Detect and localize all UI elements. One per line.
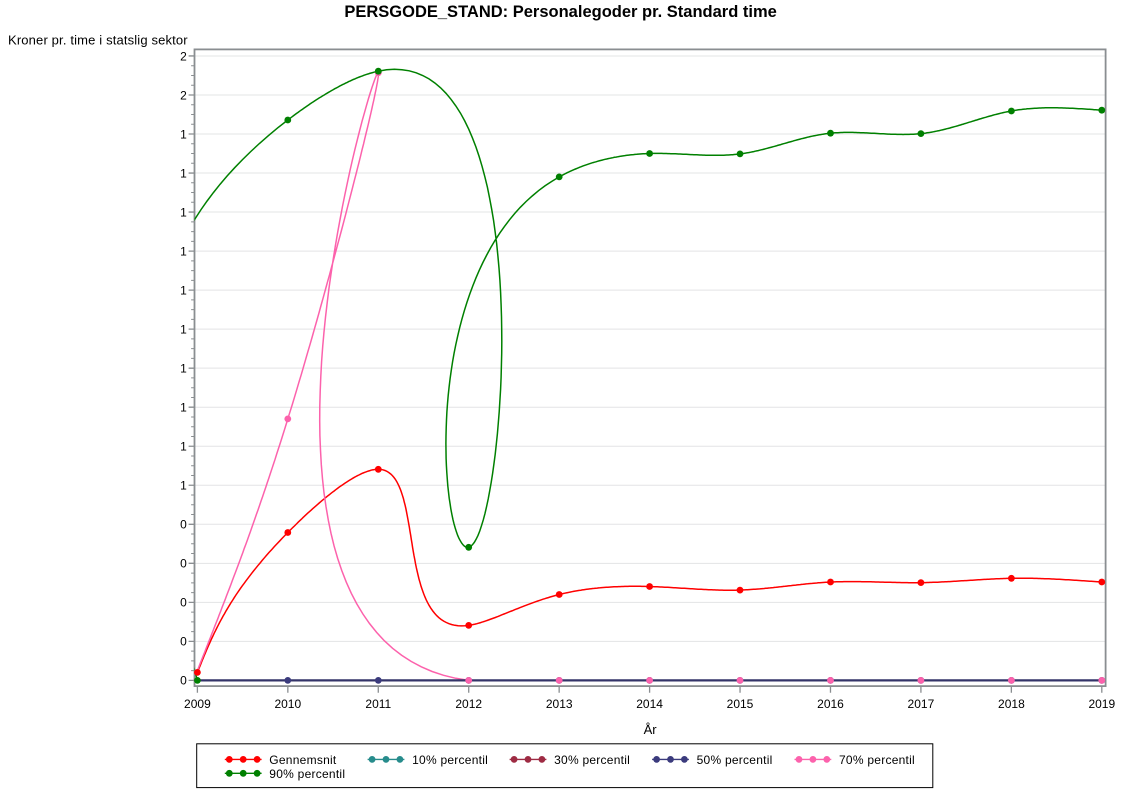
svg-text:År: År: [644, 722, 658, 737]
svg-text:90% percentil: 90% percentil: [269, 767, 345, 781]
svg-text:2: 2: [180, 49, 187, 63]
svg-text:2013: 2013: [546, 697, 573, 711]
svg-text:2015: 2015: [727, 697, 754, 711]
svg-text:1: 1: [180, 283, 187, 297]
svg-text:1: 1: [180, 479, 187, 493]
svg-text:0: 0: [180, 518, 187, 532]
svg-text:1: 1: [180, 362, 187, 376]
svg-text:1: 1: [180, 127, 187, 141]
svg-text:1: 1: [180, 401, 187, 415]
svg-text:1: 1: [180, 440, 187, 454]
svg-text:1: 1: [180, 322, 187, 336]
svg-text:2011: 2011: [365, 697, 391, 711]
svg-text:0: 0: [180, 596, 187, 610]
svg-text:2010: 2010: [274, 697, 301, 711]
svg-text:1: 1: [180, 205, 187, 219]
svg-text:2012: 2012: [455, 697, 482, 711]
svg-text:2017: 2017: [908, 697, 935, 711]
svg-text:2019: 2019: [1088, 697, 1115, 711]
svg-text:2016: 2016: [817, 697, 844, 711]
svg-text:Gennemsnit: Gennemsnit: [269, 753, 337, 767]
svg-text:10% percentil: 10% percentil: [412, 753, 488, 767]
svg-text:0: 0: [180, 674, 187, 688]
svg-text:2014: 2014: [636, 697, 663, 711]
svg-text:0: 0: [180, 557, 187, 571]
svg-text:0: 0: [180, 635, 187, 649]
svg-text:2: 2: [180, 88, 187, 102]
svg-text:2009: 2009: [184, 697, 211, 711]
svg-text:30% percentil: 30% percentil: [554, 753, 630, 767]
svg-text:Kroner pr. time i statslig sek: Kroner pr. time i statslig sektor: [8, 33, 188, 48]
svg-text:70% percentil: 70% percentil: [839, 753, 915, 767]
svg-text:PERSGODE_STAND: Personalegoder: PERSGODE_STAND: Personalegoder pr. Stand…: [344, 3, 776, 21]
svg-text:50% percentil: 50% percentil: [697, 753, 773, 767]
svg-text:2018: 2018: [998, 697, 1025, 711]
svg-text:1: 1: [180, 166, 187, 180]
svg-text:1: 1: [180, 244, 187, 258]
